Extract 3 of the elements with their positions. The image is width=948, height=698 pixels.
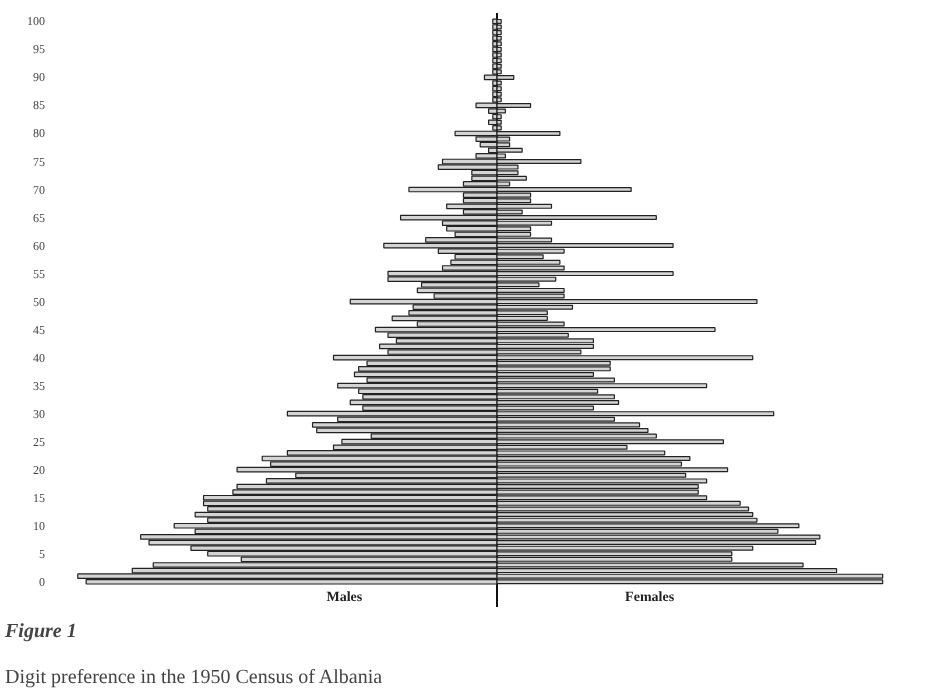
text: Digit preference in the 1950 Census of Albania — [5, 667, 384, 689]
text: Figure 1 — [3, 621, 77, 643]
bar — [488, 119, 498, 126]
